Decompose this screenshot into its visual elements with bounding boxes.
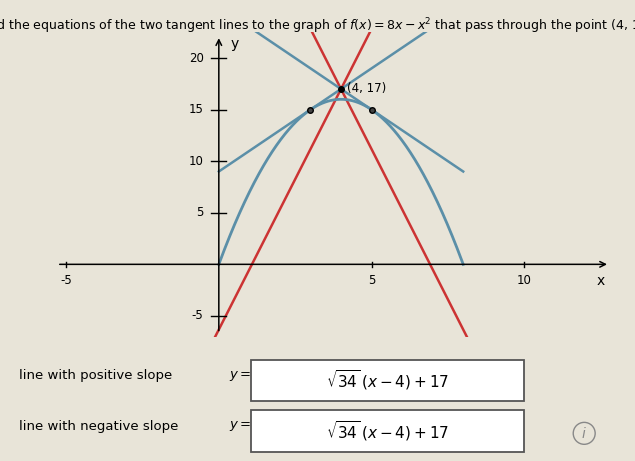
Text: 15: 15 [189, 103, 204, 116]
Text: 10: 10 [189, 155, 204, 168]
Text: $i$: $i$ [581, 426, 587, 441]
Text: 10: 10 [517, 274, 531, 287]
Text: $\sqrt{34}\,(x-4)+17$: $\sqrt{34}\,(x-4)+17$ [326, 419, 449, 443]
Text: $\sqrt{34}\,(x-4)+17$: $\sqrt{34}\,(x-4)+17$ [326, 368, 449, 392]
Text: $y=$: $y=$ [229, 420, 251, 433]
Text: 5: 5 [368, 274, 375, 287]
Text: Find the equations of the two tangent lines to the graph of $f(x) = 8x - x^2$ th: Find the equations of the two tangent li… [0, 16, 635, 36]
Text: (4, 17): (4, 17) [347, 83, 386, 95]
Text: $y=$: $y=$ [229, 369, 251, 383]
Text: line with negative slope: line with negative slope [19, 420, 178, 433]
Text: line with positive slope: line with positive slope [19, 369, 172, 382]
Text: -5: -5 [192, 309, 204, 322]
Text: 20: 20 [189, 52, 204, 65]
Text: y: y [231, 37, 239, 52]
Text: x: x [596, 274, 605, 288]
Text: 5: 5 [196, 206, 204, 219]
Text: -5: -5 [60, 274, 72, 287]
